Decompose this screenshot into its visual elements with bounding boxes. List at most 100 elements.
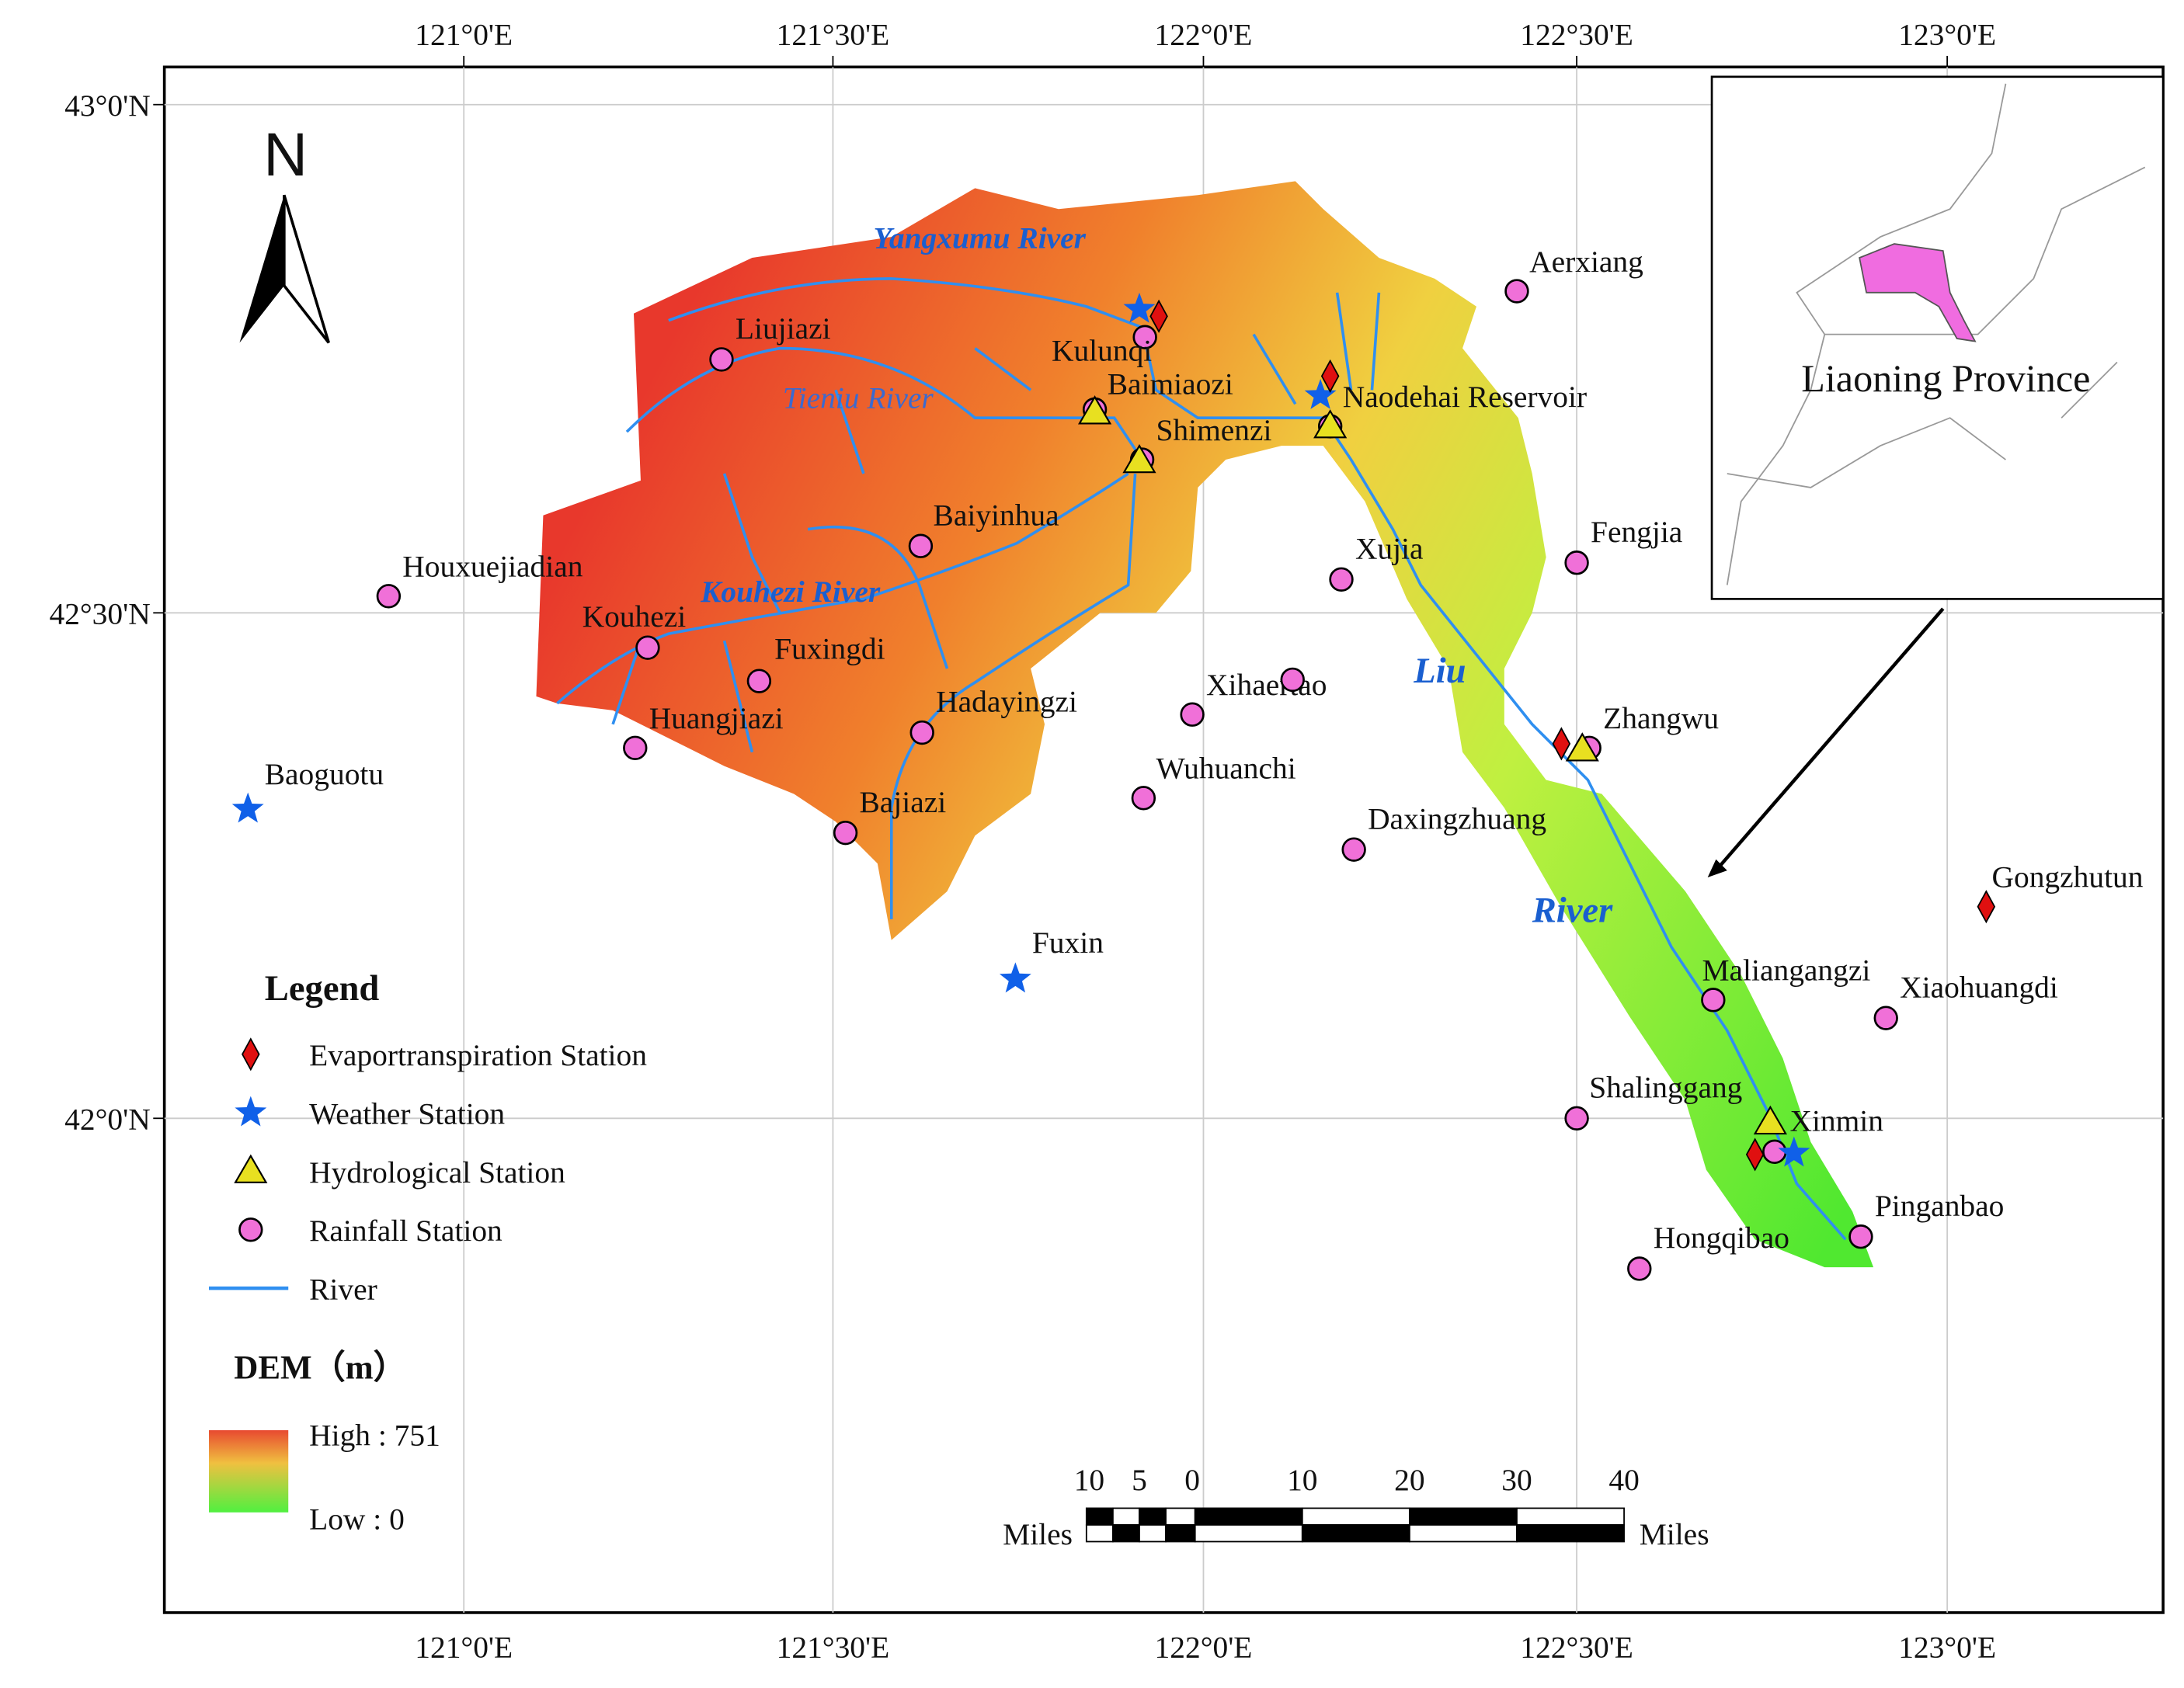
inset-label: Liaoning Province [1801,356,2090,400]
river-label: Kouhezi River [700,575,881,609]
station-marker [1304,379,1337,409]
station-label: Naodehai Reservoir [1343,380,1587,414]
legend-item: Weather Station [309,1096,505,1131]
station-label: Aerxiang [1529,245,1643,279]
station-label: Houxuejiadian [402,550,583,584]
legend-title: Legend [265,968,380,1009]
station-marker [1313,409,1348,439]
station-marker [909,720,934,745]
station-marker [999,962,1031,993]
scale-label: 5 [1132,1463,1147,1497]
station-marker [1873,1006,1898,1030]
lon-label-top: 122°0'E [1155,18,1253,52]
station-label: Gongzhutun [1992,860,2144,894]
station-label: Fuxin [1032,926,1104,960]
dem-high: High : 751 [309,1419,440,1453]
scale-cell [1194,1524,1303,1543]
north-label: N [263,120,308,189]
lon-label-top: 121°0'E [415,18,513,52]
station-label: Xihaertao [1206,668,1327,702]
basin-dem [536,181,1874,1268]
station-marker [1132,325,1157,349]
station-marker [1848,1224,1873,1249]
lon-label-top: 122°30'E [1520,18,1633,52]
station-marker [231,792,264,823]
station-label: Bajiazi [860,785,947,819]
station-label: Liujiazi [736,311,831,346]
station-label: Baoguotu [265,757,384,791]
station-marker [623,735,648,760]
station-marker [1778,1136,1810,1167]
legend-item: River [309,1272,377,1306]
station-label: Xiaohuangdi [1900,970,2058,1004]
station-marker [1504,279,1529,304]
arrow-head [1707,859,1727,878]
station-label: Zhangwu [1603,701,1719,735]
station-label: Kulunqi [1052,334,1152,368]
station-marker [1627,1256,1652,1281]
river-label: Liu [1413,651,1466,691]
lon-label-bottom: 121°0'E [415,1630,513,1664]
station-label: Shalinggang [1589,1070,1742,1104]
scale-cell [1165,1507,1196,1526]
station-marker [1280,667,1305,693]
station-label: Hongqibao [1654,1221,1789,1255]
station-label: Pinganbao [1875,1189,2004,1223]
station-marker [709,347,734,372]
station-marker [1564,551,1589,575]
scale-label: 0 [1184,1463,1200,1497]
station-marker [1122,443,1156,474]
station-marker [1077,395,1112,425]
station-label: Baiyinhua [934,498,1059,532]
scale-label: 30 [1501,1463,1532,1497]
dem-ramp [209,1430,289,1513]
river-label: River [1532,890,1613,930]
scale-cell [1516,1507,1625,1526]
scale-label: 10 [1287,1463,1317,1497]
dem-low: Low : 0 [309,1502,405,1536]
scale-cell [1301,1507,1410,1526]
station-label: Maliangangzi [1702,953,1870,988]
scale-cell [1194,1507,1303,1526]
station-marker [746,669,772,693]
station-label: Daxingzhuang [1368,801,1546,835]
station-label: Wuhuanchi [1156,752,1295,786]
station-label: Xujia [1355,531,1424,565]
station-label: Xinmin [1789,1103,1883,1137]
scale-cell [1408,1507,1518,1526]
scale-cell [1085,1507,1114,1526]
station-marker [1565,732,1599,762]
lon-label-top: 123°0'E [1898,18,1996,52]
station-label: Hadayingzi [936,685,1077,719]
legend-symbol [235,1096,267,1127]
station-marker [1753,1105,1787,1135]
north-arrow: N [239,120,330,344]
scale-cell [1112,1524,1140,1543]
station-marker [1977,890,1996,924]
scale-label: 10 [1074,1463,1104,1497]
scale-cell [1301,1524,1410,1543]
inset-arrow [1714,607,1945,872]
lon-label-bottom: 121°30'E [777,1630,890,1664]
scale-cell [1516,1524,1625,1543]
legend-symbol [238,1217,263,1242]
station-marker [1320,359,1340,394]
legend-symbol [234,1154,268,1183]
dem-title: DEM（m） [234,1349,406,1387]
scale-cell [1139,1524,1167,1543]
station-marker [1341,837,1366,862]
legend-item: Rainfall Station [309,1214,503,1248]
scale-label: 20 [1394,1463,1424,1497]
station-marker [1329,567,1354,592]
scale-cell [1112,1507,1140,1526]
station-label: Kouhezi [583,599,687,634]
river-label: Yangxumu River [873,221,1086,255]
lat-label: 42°30'N [49,597,150,631]
station-label: Baimiaozi [1108,367,1233,401]
inset: Liaoning Province [1710,75,2165,600]
legend-symbol [242,1037,260,1071]
station-label: Fuxingdi [774,631,885,665]
legend-item: Hydrological Station [309,1155,565,1190]
